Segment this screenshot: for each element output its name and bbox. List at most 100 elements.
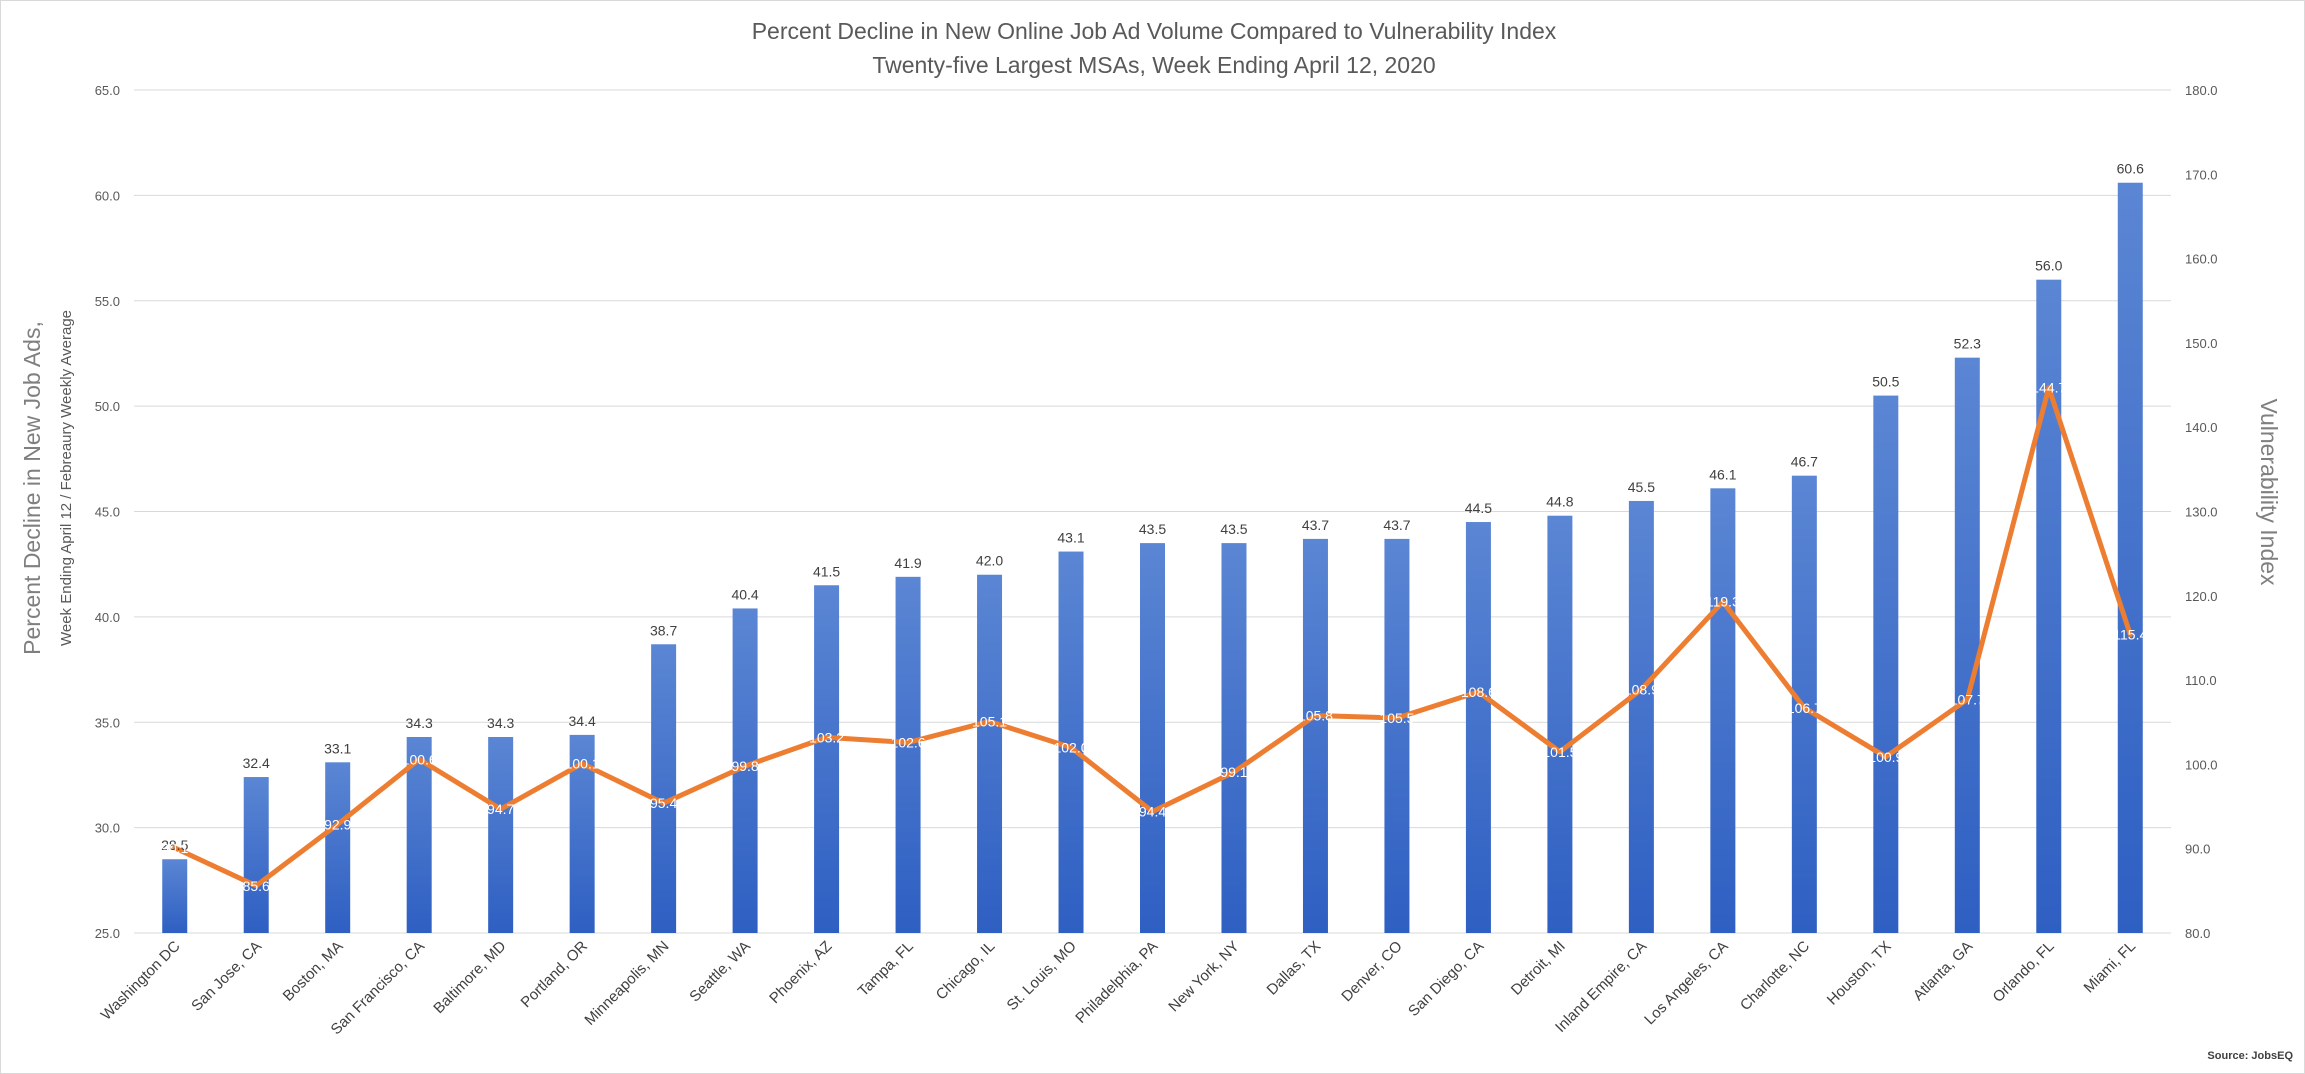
category-label: Orlando, FL (1990, 938, 2058, 1006)
bar-value-label: 56.0 (2035, 258, 2062, 274)
bar-value-label: 44.5 (1465, 500, 1492, 516)
bar-value-label: 46.7 (1791, 454, 1818, 470)
bar-value-label: 32.4 (243, 755, 270, 771)
category-label: Phoenix, AZ (766, 938, 835, 1007)
bar-data-labels: 28.5 32.4 33.1 34.3 34.3 34.4 38.7 40.4 41.5 41.9… (161, 161, 2144, 854)
bar-value-label: 34.3 (487, 715, 514, 731)
line-value-label: 100.9 (1868, 749, 1903, 765)
bar-value-label: 50.5 (1872, 374, 1899, 390)
bar-value-label: 43.1 (1057, 530, 1084, 546)
bar-value-label: 33.1 (324, 740, 351, 756)
category-label: Charlotte, NC (1737, 938, 1813, 1014)
bar (1954, 357, 1980, 934)
category-label: Seattle, WA (686, 938, 754, 1006)
bar (488, 737, 514, 933)
line-value-label: 103.2 (809, 729, 844, 745)
right-tick-label: 100.0 (2185, 757, 2218, 772)
line-value-label: 102.6 (891, 734, 926, 750)
category-label: Portland, OR (518, 938, 591, 1011)
bar (651, 644, 677, 933)
bar (2036, 279, 2062, 933)
bar (814, 585, 840, 933)
bar (325, 762, 351, 933)
left-axis-ticks: 25.0 30.0 35.0 40.0 45.0 50.0 55.0 60.0 65.0 (95, 83, 120, 941)
line-value-label: 100.1 (565, 756, 600, 772)
category-label: Tampa, FL (855, 938, 917, 1000)
right-tick-label: 120.0 (2185, 589, 2218, 604)
line-value-label: 105.8 (1298, 708, 1333, 724)
right-axis-ticks: 80.0 90.0 100.0 110.0 120.0 130.0 140.0 150.0 16… (2185, 83, 2218, 941)
category-label: Chicago, IL (933, 938, 999, 1004)
bar-value-label: 43.7 (1383, 517, 1410, 533)
category-label: San Jose, CA (188, 938, 265, 1015)
bar-value-label: 34.4 (569, 713, 596, 729)
line-value-label: 94.4 (1139, 804, 1166, 820)
category-label: St. Louis, MO (1004, 938, 1080, 1014)
category-label: Philadelphia, PA (1072, 938, 1161, 1027)
line-series (172, 385, 2133, 889)
vulnerability-line (172, 385, 2133, 889)
left-axis-title: Percent Decline in New Job Ads, (19, 321, 45, 655)
bar (1873, 395, 1899, 933)
line-value-label: 94.7 (487, 801, 514, 817)
line-value-label: 108.9 (1624, 681, 1659, 697)
category-label: Baltimore, MD (430, 938, 509, 1017)
bar-value-label: 28.5 (161, 837, 188, 853)
line-value-label: 92.9 (324, 816, 351, 832)
bar-value-label: 40.4 (731, 586, 758, 602)
line-value-label: 115.4 (2113, 627, 2147, 643)
bar (1710, 488, 1736, 933)
bar (1140, 543, 1165, 933)
left-tick-label: 55.0 (95, 294, 120, 309)
line-value-label: 105.5 (1379, 710, 1414, 726)
left-tick-label: 35.0 (95, 715, 120, 730)
bar (1384, 538, 1410, 933)
bar-value-label: 41.5 (813, 563, 840, 579)
bar (406, 737, 432, 933)
right-tick-label: 160.0 (2185, 252, 2218, 267)
line-value-label: 108.6 (1461, 684, 1496, 700)
left-tick-label: 25.0 (95, 926, 120, 941)
line-value-label: 99.1 (1220, 764, 1247, 780)
category-label: Miami, FL (2081, 938, 2140, 997)
category-label: Washington DC (98, 938, 184, 1024)
chart-subtitle: Twenty-five Largest MSAs, Week Ending Ap… (872, 52, 1435, 78)
left-tick-label: 65.0 (95, 83, 120, 98)
bar-value-label: 43.7 (1302, 517, 1329, 533)
category-label: Inland Empire, CA (1552, 938, 1650, 1036)
category-label: Houston, TX (1824, 938, 1895, 1009)
category-label: New York, NY (1165, 938, 1242, 1015)
bar (2117, 182, 2143, 934)
left-tick-label: 60.0 (95, 188, 120, 203)
line-value-label: 107.7 (1950, 691, 1985, 707)
bar (895, 576, 921, 933)
line-value-label: 144.7 (2031, 380, 2066, 396)
right-tick-label: 130.0 (2185, 505, 2218, 520)
right-axis-title: Vulnerability Index (2256, 398, 2282, 586)
line-value-label: 100.6 (402, 751, 437, 767)
line-value-label: 102.0 (1053, 740, 1088, 756)
bar-value-label: 34.3 (406, 715, 433, 731)
bar (1465, 522, 1491, 933)
left-axis-subtitle: Week Ending April 12 / Febreaury Weekly … (58, 310, 75, 646)
line-value-label: 99.8 (731, 758, 758, 774)
left-tick-label: 40.0 (95, 610, 120, 625)
bar-value-label: 44.8 (1546, 494, 1573, 510)
line-data-labels: 90.1 85.6 92.9 100.6 94.7 100.1 95.4 99.8 103.2 1… (161, 380, 2147, 894)
right-tick-label: 80.0 (2185, 926, 2210, 941)
bar-value-label: 41.9 (894, 555, 921, 571)
line-value-label: 101.5 (1542, 744, 1577, 760)
category-label: Denver, CO (1338, 938, 1405, 1005)
right-tick-label: 90.0 (2185, 842, 2210, 857)
left-tick-label: 50.0 (95, 399, 120, 414)
left-tick-label: 30.0 (95, 821, 120, 836)
right-tick-label: 150.0 (2185, 336, 2218, 351)
source-note: Source: JobsEQ (2207, 1050, 2293, 1062)
category-label: San Diego, CA (1405, 938, 1487, 1020)
right-tick-label: 140.0 (2185, 420, 2218, 435)
bar (1302, 538, 1328, 933)
category-label: Minneapolis, MN (581, 938, 672, 1029)
bar (162, 859, 188, 933)
